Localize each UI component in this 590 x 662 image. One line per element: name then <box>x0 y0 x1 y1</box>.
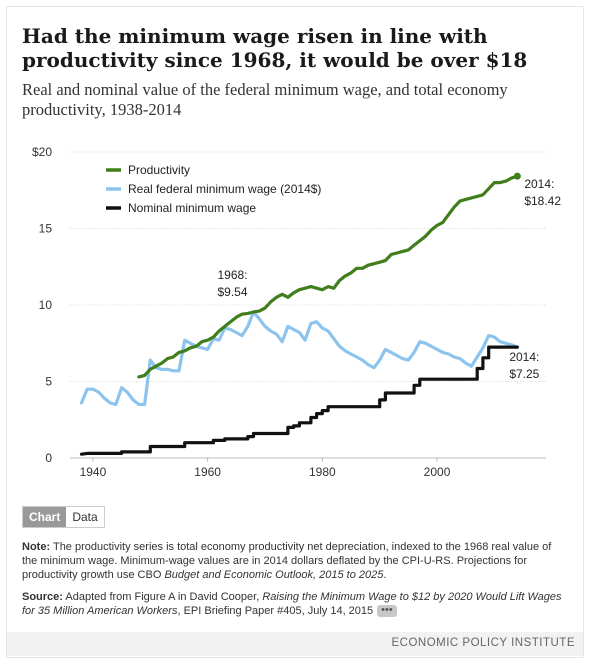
chart-card <box>6 6 584 658</box>
publisher-label: ECONOMIC POLICY INSTITUTE <box>391 637 575 649</box>
tab-chart[interactable]: Chart <box>23 507 67 527</box>
y-tick-label: $20 <box>32 145 52 159</box>
source-label: Source: <box>22 591 63 603</box>
x-tick-label: 2000 <box>424 465 451 479</box>
note-text: The productivity series is total economy… <box>22 541 552 581</box>
note-label: Note: <box>22 541 51 553</box>
y-tick-label: 15 <box>39 222 53 236</box>
tab-data[interactable]: Data <box>66 507 104 527</box>
x-tick-label: 1960 <box>194 465 221 479</box>
nominal-minimum-wage-line <box>79 345 519 456</box>
annotation-value: $9.54 <box>217 285 247 299</box>
annotation-year: 1968: <box>217 268 247 282</box>
source-italic: Raising the Minimum Wage to $12 by 2020 … <box>22 591 562 617</box>
legend-label: Real federal minimum wage (2014$) <box>128 182 321 196</box>
x-tick-label: 1940 <box>80 465 107 479</box>
x-tick-label: 1980 <box>309 465 336 479</box>
view-tabs: Chart Data <box>22 506 105 528</box>
source-end: , EPI Briefing Paper #405, July 14, 2015 <box>177 605 374 617</box>
chart-source: Source: Adapted from Figure A in David C… <box>22 590 567 618</box>
annotation-year: 2014: <box>524 177 554 191</box>
note-end: . <box>383 569 387 581</box>
annotation-value: $18.42 <box>524 194 561 208</box>
annotation-year: 2014: <box>509 350 539 364</box>
chart-title: Had the minimum wage risen in line with … <box>22 24 528 72</box>
productivity-line <box>137 174 519 379</box>
y-tick-label: 5 <box>45 375 52 389</box>
note-italic: Budget and Economic Outlook, 2015 to 202… <box>164 569 384 581</box>
legend-label: Nominal minimum wage <box>128 201 256 215</box>
more-button[interactable]: ••• <box>377 605 397 618</box>
chart-note: Note: The productivity series is total e… <box>22 540 567 582</box>
chart-subtitle: Real and nominal value of the federal mi… <box>22 80 508 119</box>
y-tick-label: 0 <box>45 451 52 465</box>
footer-bar: ECONOMIC POLICY INSTITUTE <box>7 632 583 656</box>
productivity-endpoint <box>513 172 521 180</box>
legend-label: Productivity <box>128 163 190 177</box>
y-tick-label: 10 <box>39 298 53 312</box>
real-minimum-wage-line <box>79 310 519 406</box>
line-chart: 0 5 10 15 $20 1940 1960 1980 2000 Productivity Rea… <box>32 145 561 479</box>
source-text: Adapted from Figure A in David Cooper, <box>65 591 263 603</box>
annotation-value: $7.25 <box>509 367 539 381</box>
